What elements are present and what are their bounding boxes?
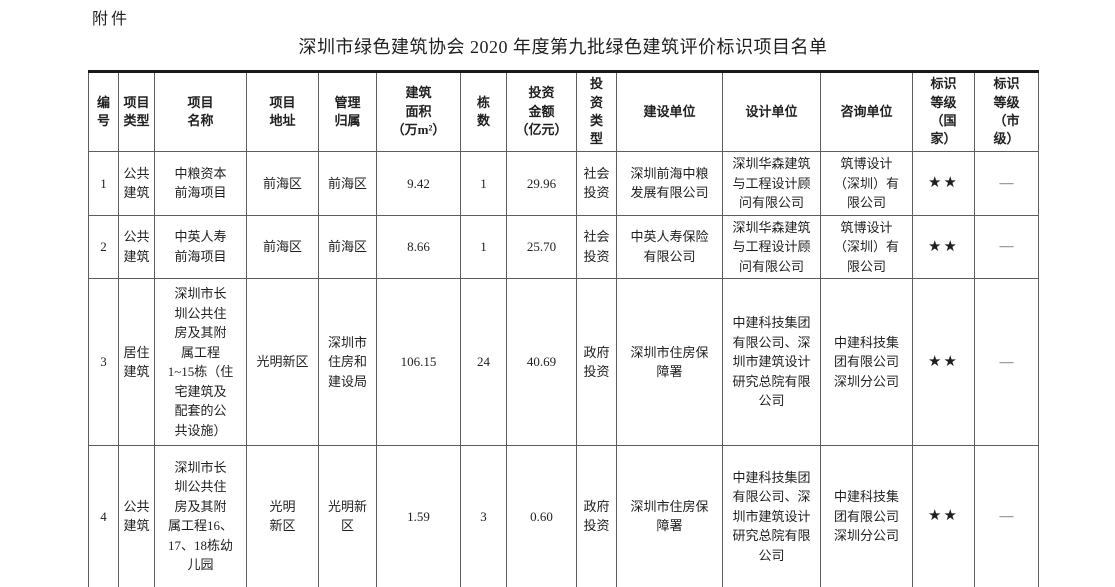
cell-serial-number: 3 <box>88 278 119 446</box>
column-header-label-grade-municipal: 标识 等级 （市 级） <box>974 71 1039 152</box>
cell-project-address: 光明新区 <box>246 278 319 446</box>
table-row: 2 公共 建筑 中英人寿 前海项目 前海区 前海区 8.66 1 25.70 社会 投资 中英人寿… <box>88 214 1039 279</box>
column-header-investment-amount: 投资 金额 （亿元） <box>506 71 577 152</box>
cell-investment-amount: 40.69 <box>506 278 577 446</box>
cell-serial-number: 4 <box>88 445 119 587</box>
cell-project-type: 公共 建筑 <box>118 151 155 216</box>
column-header-project-type: 项目 类型 <box>118 71 155 152</box>
cell-management-affiliation: 深圳市 住房和 建设局 <box>318 278 377 446</box>
cell-project-name: 中英人寿 前海项目 <box>154 214 247 279</box>
cell-label-grade-national: ★★ <box>912 278 975 446</box>
column-header-building-count: 栋 数 <box>460 71 507 152</box>
cell-serial-number: 2 <box>88 214 119 279</box>
cell-management-affiliation: 前海区 <box>318 214 377 279</box>
cell-building-count: 3 <box>460 445 507 587</box>
column-header-building-area: 建筑 面积 （万m²） <box>376 71 461 152</box>
cell-building-count: 1 <box>460 214 507 279</box>
cell-management-affiliation: 前海区 <box>318 151 377 216</box>
table-row: 1 公共 建筑 中粮资本 前海项目 前海区 前海区 9.42 1 29.96 社会 投资 深圳前海… <box>88 151 1039 216</box>
cell-project-name: 深圳市长 圳公共住 房及其附 属工程 1~15栋（住 宅建筑及 配套的公 共设施… <box>154 278 247 446</box>
cell-project-address: 前海区 <box>246 214 319 279</box>
projects-table: 编 号项目 类型 项目 名称 项目 地址 管理 归属 建筑 面积 （万m²）栋 数投资 … <box>88 70 1039 587</box>
cell-label-grade-municipal: — <box>974 151 1039 216</box>
cell-building-area: 9.42 <box>376 151 461 216</box>
cell-project-type: 居住 建筑 <box>118 278 155 446</box>
attachment-label: 附件 <box>92 11 131 28</box>
table-header-row: 编 号项目 类型 项目 名称 项目 地址 管理 归属 建筑 面积 （万m²）栋 数投资 … <box>88 71 1039 152</box>
cell-investment-type: 社会 投资 <box>576 214 617 279</box>
cell-building-area: 8.66 <box>376 214 461 279</box>
column-header-serial-number: 编 号 <box>88 71 119 152</box>
cell-building-area: 1.59 <box>376 445 461 587</box>
page-title: 深圳市绿色建筑协会 2020 年度第九批绿色建筑评价标识项目名单 <box>298 37 828 57</box>
cell-consulting-unit: 筑博设计 （深圳）有 限公司 <box>820 151 913 216</box>
cell-label-grade-municipal: — <box>974 214 1039 279</box>
cell-investment-amount: 25.70 <box>506 214 577 279</box>
cell-serial-number: 1 <box>88 151 119 216</box>
cell-investment-type: 政府 投资 <box>576 278 617 446</box>
cell-label-grade-national: ★★ <box>912 214 975 279</box>
cell-label-grade-municipal: — <box>974 445 1039 587</box>
cell-building-area: 106.15 <box>376 278 461 446</box>
cell-project-address: 前海区 <box>246 151 319 216</box>
cell-management-affiliation: 光明新 区 <box>318 445 377 587</box>
column-header-design-unit: 设计单位 <box>722 71 821 152</box>
column-header-project-address: 项目 地址 <box>246 71 319 152</box>
cell-design-unit: 中建科技集团 有限公司、深 圳市建筑设计 研究总院有限 公司 <box>722 278 821 446</box>
cell-design-unit: 深圳华森建筑 与工程设计顾 问有限公司 <box>722 151 821 216</box>
cell-label-grade-national: ★★ <box>912 151 975 216</box>
cell-project-name: 中粮资本 前海项目 <box>154 151 247 216</box>
cell-project-type: 公共 建筑 <box>118 214 155 279</box>
cell-project-address: 光明 新区 <box>246 445 319 587</box>
cell-project-type: 公共 建筑 <box>118 445 155 587</box>
cell-consulting-unit: 中建科技集 团有限公司 深圳分公司 <box>820 278 913 446</box>
cell-consulting-unit: 中建科技集 团有限公司 深圳分公司 <box>820 445 913 587</box>
cell-consulting-unit: 筑博设计 （深圳）有 限公司 <box>820 214 913 279</box>
table-row: 4 公共 建筑 深圳市长 圳公共住 房及其附 属工程16、 17、18栋幼 儿园 光明… <box>88 445 1039 587</box>
table-row: 3 居住 建筑 深圳市长 圳公共住 房及其附 属工程 1~15栋（住 宅建筑及 配套… <box>88 278 1039 446</box>
column-header-consulting-unit: 咨询单位 <box>820 71 913 152</box>
cell-design-unit: 中建科技集团 有限公司、深 圳市建筑设计 研究总院有限 公司 <box>722 445 821 587</box>
cell-building-count: 1 <box>460 151 507 216</box>
cell-investment-type: 政府 投资 <box>576 445 617 587</box>
cell-design-unit: 深圳华森建筑 与工程设计顾 问有限公司 <box>722 214 821 279</box>
column-header-construction-unit: 建设单位 <box>616 71 723 152</box>
cell-construction-unit: 中英人寿保险 有限公司 <box>616 214 723 279</box>
cell-label-grade-municipal: — <box>974 278 1039 446</box>
cell-construction-unit: 深圳市住房保 障署 <box>616 278 723 446</box>
column-header-project-name: 项目 名称 <box>154 71 247 152</box>
column-header-label-grade-national: 标识 等级 （国 家） <box>912 71 975 152</box>
cell-building-count: 24 <box>460 278 507 446</box>
cell-project-name: 深圳市长 圳公共住 房及其附 属工程16、 17、18栋幼 儿园 <box>154 445 247 587</box>
column-header-investment-type: 投 资 类 型 <box>576 71 617 152</box>
cell-investment-type: 社会 投资 <box>576 151 617 216</box>
cell-construction-unit: 深圳市住房保 障署 <box>616 445 723 587</box>
cell-investment-amount: 0.60 <box>506 445 577 587</box>
cell-construction-unit: 深圳前海中粮 发展有限公司 <box>616 151 723 216</box>
cell-investment-amount: 29.96 <box>506 151 577 216</box>
cell-label-grade-national: ★★ <box>912 445 975 587</box>
column-header-management-affiliation: 管理 归属 <box>318 71 377 152</box>
